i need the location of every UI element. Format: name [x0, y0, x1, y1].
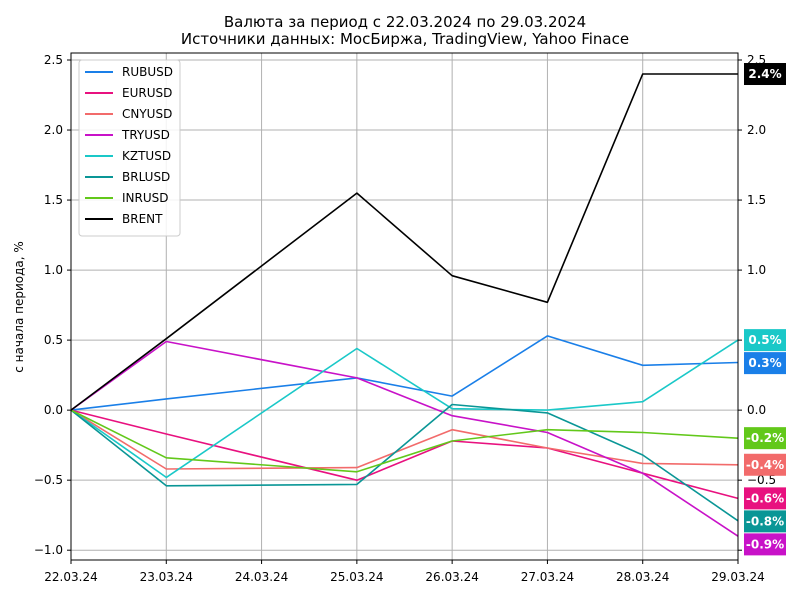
series-line-rubusd — [70, 335, 739, 411]
series-layer — [70, 73, 739, 537]
end-badge-tryusd — [744, 533, 786, 556]
y-tick-label-left: −0.5 — [34, 473, 63, 487]
y-tick-label-left: −1.0 — [34, 543, 63, 557]
series-line-cnyusd — [70, 409, 739, 470]
series-line-brlusd — [70, 403, 739, 522]
legend-entry-cnyusd: CNYUSD — [122, 107, 172, 121]
x-tick-label: 26.03.24 — [425, 570, 478, 584]
legend-entry-eurusd: EURUSD — [122, 86, 172, 100]
y-tick-label-left: 1.5 — [44, 193, 63, 207]
y-tick-label-right: 2.0 — [747, 123, 766, 137]
y-tick-label-left: 1.0 — [44, 263, 63, 277]
y-tick-label-right: 0.0 — [747, 403, 766, 417]
x-tick-label: 25.03.24 — [330, 570, 383, 584]
legend-entry-inrusd: INRUSD — [122, 191, 169, 205]
y-tick-label-left: 0.5 — [44, 333, 63, 347]
chart-title: Валюта за период с 22.03.2024 по 29.03.2… — [224, 13, 586, 31]
end-value-badges: 2.4% 0.5% 0.3% -0.2% -0.4% -0.6% -0.8% -0.9% — [744, 63, 786, 556]
end-badge-label-tryusd: -0.9% — [746, 537, 784, 551]
end-badge-rubusd — [744, 352, 786, 375]
end-badge-eurusd — [744, 487, 786, 510]
legend-box — [78, 59, 181, 237]
x-tick-label: 29.03.24 — [711, 570, 764, 584]
legend: RUBUSD EURUSD CNYUSD TRYUSD KZTUSD BRLUSD INRU… — [78, 59, 181, 237]
end-badge-kztusd — [744, 329, 786, 352]
x-tick-label: 22.03.24 — [44, 570, 97, 584]
chart-subtitle: Источники данных: МосБиржа, TradingView,… — [181, 30, 629, 48]
series-line-kztusd — [70, 339, 739, 479]
y-tick-label-left: 0.0 — [44, 403, 63, 417]
series-line-inrusd — [70, 409, 739, 473]
y-tick-label-left: 2.5 — [44, 53, 63, 67]
end-badge-label-brent: 2.4% — [748, 67, 781, 81]
y-tick-label-right: 1.0 — [747, 263, 766, 277]
plot-frame — [70, 52, 739, 561]
y-tick-label-right: −0.5 — [747, 473, 776, 487]
y-tick-label-left: 2.0 — [44, 123, 63, 137]
legend-entry-brlusd: BRLUSD — [122, 170, 170, 184]
end-badge-label-brlusd: -0.8% — [746, 514, 784, 528]
series-line-tryusd — [70, 340, 739, 537]
y-tick-label-right: 1.5 — [747, 193, 766, 207]
end-badge-label-inrusd: -0.2% — [746, 431, 784, 445]
end-badge-cnyusd — [744, 453, 786, 476]
x-tick-label: 23.03.24 — [140, 570, 193, 584]
end-badge-label-cnyusd: -0.4% — [746, 458, 784, 472]
series-line-brent — [70, 73, 738, 411]
x-tick-label: 24.03.24 — [235, 570, 288, 584]
legend-entry-brent: BRENT — [122, 212, 163, 226]
legend-entry-rubusd: RUBUSD — [122, 65, 173, 79]
end-badge-brlusd — [744, 510, 786, 533]
legend-entry-kztusd: KZTUSD — [122, 149, 171, 163]
end-badge-brent — [744, 63, 786, 86]
y-axis-label: с начала периода, % — [12, 241, 26, 373]
grid-layer — [70, 53, 739, 560]
x-tick-label: 27.03.24 — [521, 570, 574, 584]
end-badge-label-kztusd: 0.5% — [748, 333, 781, 347]
legend-entry-tryusd: TRYUSD — [121, 128, 170, 142]
x-tick-label: 28.03.24 — [616, 570, 669, 584]
axis-layer: 22.03.24 23.03.24 24.03.24 25.03.24 26.03.24… — [34, 53, 776, 584]
end-badge-label-eurusd: -0.6% — [746, 491, 784, 505]
end-badge-label-rubusd: 0.3% — [748, 356, 781, 370]
end-badge-inrusd — [744, 427, 786, 450]
